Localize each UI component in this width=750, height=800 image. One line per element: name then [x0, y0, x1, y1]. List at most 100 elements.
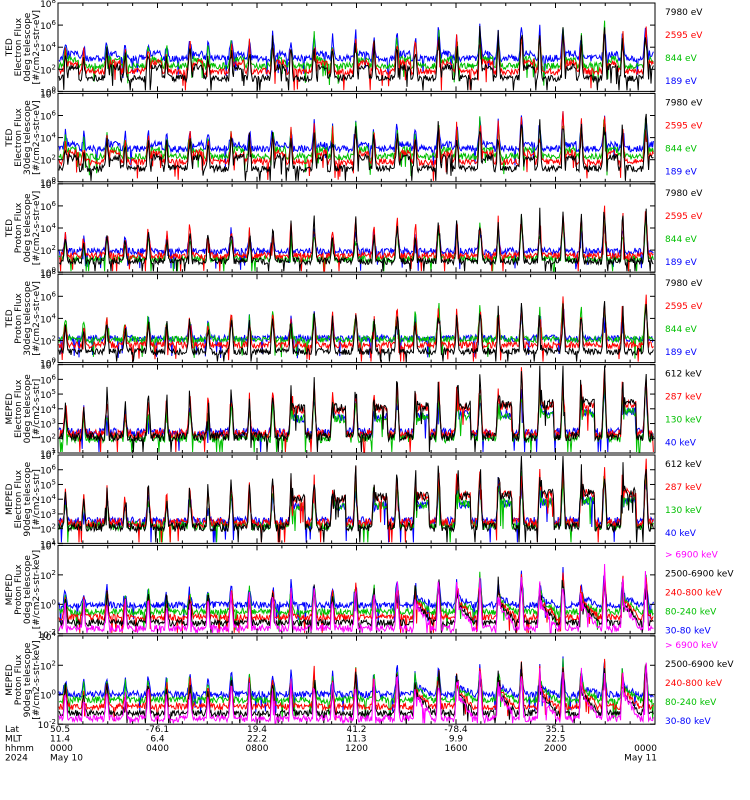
- legend-entry: 287 keV: [665, 393, 702, 403]
- legend-entry: 130 keV: [665, 416, 702, 426]
- y-axis-label: [#/cm2-s-str]: [32, 469, 42, 529]
- y-tick-label: 106: [40, 200, 56, 213]
- x-axis-value: -76.1: [146, 725, 169, 735]
- legend-entry: 189 eV: [665, 348, 698, 358]
- legend-entry: 130 keV: [665, 506, 702, 516]
- y-axis-label: [#/cm2-s-str]: [32, 379, 42, 439]
- x-axis-value: 11.4: [50, 735, 70, 745]
- y-axis-label: TED: [5, 38, 15, 57]
- legend-entry: 287 keV: [665, 483, 702, 493]
- y-tick-label: 10-2: [38, 628, 56, 641]
- y-tick-label: 106: [40, 19, 56, 32]
- y-axis-label: TED: [5, 219, 15, 238]
- y-axis-label: Electron Flux: [14, 108, 24, 167]
- legend-entry: 30-80 keV: [665, 717, 711, 727]
- y-tick-label: 102: [40, 154, 56, 167]
- y-tick-label: 104: [40, 41, 56, 54]
- y-tick-label: 103: [40, 508, 56, 521]
- y-tick-label: 107: [40, 449, 56, 462]
- series-line-3: [58, 571, 654, 633]
- y-tick-label: 101: [40, 537, 56, 550]
- y-axis-label: 30deg telescope: [23, 100, 33, 175]
- x-axis-value: 50.5: [50, 725, 70, 735]
- x-row-label: Lat: [5, 725, 20, 735]
- y-tick-label: 100: [40, 266, 56, 279]
- legend-entry: 40 keV: [665, 529, 697, 539]
- y-axis-label: Proton Flux: [14, 202, 24, 253]
- y-tick-label: 104: [40, 222, 56, 235]
- series-line-1: [58, 113, 654, 181]
- y-tick-label: 100: [40, 689, 56, 702]
- legend-entry: 240-800 keV: [665, 679, 723, 689]
- y-axis-label: Electron Flux: [14, 379, 24, 438]
- panel-1: 100 102 104 106 108 TED Electron Flux 0deg tele…: [5, 0, 703, 98]
- y-tick-label: 106: [40, 373, 56, 386]
- y-tick-label: 102: [40, 63, 56, 76]
- y-tick-label: 105: [40, 388, 56, 401]
- x-row-label: MLT: [5, 735, 23, 745]
- series-line-1: [58, 365, 654, 453]
- x-axis-value: 0000: [634, 744, 657, 754]
- y-axis-label: [#/cm2-s-str-keV]: [32, 550, 42, 629]
- panel-2: 100 102 104 106 108 TED Electron Flux 30deg tel…: [5, 87, 703, 188]
- y-axis-label: Electron Flux: [14, 469, 24, 528]
- y-tick-label: 104: [40, 132, 56, 145]
- panel-4: 100 102 104 106 108 TED Proton Flux 30deg teles…: [5, 268, 703, 369]
- y-tick-label: 100: [40, 598, 56, 611]
- legend-entry: 30-80 keV: [665, 626, 711, 636]
- series-line-1: [58, 662, 654, 726]
- y-tick-label: 107: [40, 359, 56, 372]
- y-axis-label: 30deg telescope: [23, 281, 33, 356]
- y-tick-label: 102: [40, 523, 56, 536]
- y-axis-label: TED: [5, 128, 15, 147]
- y-tick-label: 108: [40, 0, 56, 10]
- y-axis-label: MEPED: [5, 664, 15, 696]
- panel-7: 10-2 100 102 104 MEPED Proton Flux 0deg telesc…: [5, 539, 734, 640]
- series-line-1: [58, 301, 654, 362]
- x-axis-value: 19.4: [247, 725, 267, 735]
- series-line-1: [58, 455, 654, 543]
- y-tick-label: 104: [40, 312, 56, 325]
- y-axis-label: 90deg telescope: [23, 461, 33, 536]
- y-tick-label: 104: [40, 539, 56, 552]
- series-line-1: [58, 25, 654, 91]
- legend-entry: > 6900 keV: [665, 641, 719, 651]
- series-line-2: [58, 26, 654, 91]
- y-axis-label: MEPED: [5, 483, 15, 515]
- y-tick-label: 102: [40, 244, 56, 257]
- y-axis-label: [#/cm2-s-str-eV]: [32, 281, 42, 356]
- y-axis-label: 0deg telescope: [23, 193, 33, 263]
- legend-entry: 612 keV: [665, 370, 702, 380]
- x-axis-value: 22.2: [247, 735, 267, 745]
- x-axis-value: -78.4: [444, 725, 468, 735]
- legend-entry: 2595 eV: [665, 121, 703, 131]
- y-axis-label: [#/cm2-s-str-keV]: [32, 640, 42, 719]
- legend-entry: 7980 eV: [665, 8, 703, 18]
- legend-entry: 844 eV: [665, 144, 698, 154]
- series-line-3: [58, 116, 654, 177]
- y-axis-label: 0deg telescope: [23, 12, 33, 82]
- y-axis-label: 0deg telescope: [23, 555, 33, 625]
- legend-entry: 189 eV: [665, 77, 698, 87]
- y-tick-label: 104: [40, 493, 56, 506]
- legend-entry: 2500-6900 keV: [665, 569, 734, 579]
- y-axis-label: [#/cm2-s-str-eV]: [32, 100, 42, 175]
- y-axis-label: Proton Flux: [14, 292, 24, 343]
- y-axis-label: [#/cm2-s-str-eV]: [32, 10, 42, 85]
- legend-entry: 2595 eV: [665, 302, 703, 312]
- y-axis-label: MEPED: [5, 393, 15, 425]
- legend-entry: 80-240 keV: [665, 698, 717, 708]
- series-line-2: [58, 662, 654, 724]
- x-row-label: hhmm: [5, 744, 34, 754]
- panel-8: 10-2 100 102 104 MEPED Proton Flux 90deg teles…: [5, 630, 734, 731]
- y-axis-label: TED: [5, 309, 15, 328]
- y-axis-label: 0deg telescope: [23, 374, 33, 444]
- legend-entry: 7980 eV: [665, 98, 703, 108]
- y-tick-label: 108: [40, 87, 56, 100]
- x-axis-value: 0000: [50, 744, 73, 754]
- x-axis-value: 1600: [445, 744, 468, 754]
- legend-entry: 189 eV: [665, 258, 698, 268]
- legend-entry: 240-800 keV: [665, 588, 723, 598]
